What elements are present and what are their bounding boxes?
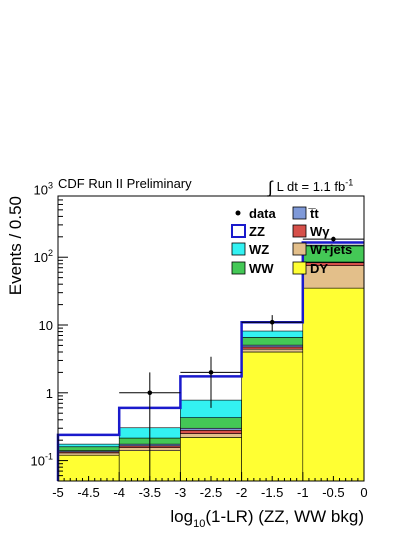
x-tick-label-3: -3.5 bbox=[139, 485, 161, 500]
legend-label-w-jets: W+jets bbox=[310, 242, 352, 257]
x-tick-label-7: -1.5 bbox=[261, 485, 283, 500]
bar-w-jets-bin-2 bbox=[180, 433, 242, 438]
y-tick-label-4: 103 bbox=[34, 180, 53, 197]
luminosity-exponent: -1 bbox=[345, 177, 354, 188]
legend-swatch-w-jets bbox=[292, 242, 307, 256]
legend-label-t-t: t̅t bbox=[308, 206, 319, 221]
x-axis-title: log10(1-LR) (ZZ, WW bkg) bbox=[170, 507, 364, 530]
legend-label-zz: ZZ bbox=[249, 224, 265, 239]
legend-swatch-w bbox=[292, 224, 307, 238]
bar-wz-bin-3 bbox=[241, 330, 304, 338]
y-tick-label-0: 10-1 bbox=[31, 452, 53, 469]
bar-dy-bin-2 bbox=[180, 437, 242, 482]
legend-swatch-dy bbox=[292, 261, 307, 275]
legend: data t̅t ZZ Wγ WZ W+jets WW DY bbox=[231, 206, 352, 276]
bar-dy-bin-4 bbox=[302, 287, 365, 482]
luminosity-label: ∫ L dt = 1.1 fb-1 bbox=[268, 176, 354, 197]
bar-w-bin-2 bbox=[180, 429, 242, 434]
zz-outline bbox=[56, 241, 364, 481]
bar-ww-bin-2 bbox=[180, 417, 242, 429]
legend-label-data: data bbox=[249, 206, 277, 221]
bar-dy-bin-3 bbox=[241, 351, 304, 482]
axes: -5 -4.5 -4 -3.5 -3 -2.5 -2 -1.5 -1 -0.5 0 10-1 1 10 10… bbox=[6, 180, 368, 530]
luminosity-text: L dt = 1.1 fb bbox=[276, 179, 346, 194]
y-tick-label-3: 102 bbox=[34, 248, 53, 265]
zz-line bbox=[56, 241, 364, 481]
legend-marker-data bbox=[235, 210, 241, 216]
x-tick-label-0: -5 bbox=[52, 485, 64, 500]
legend-label-dy: DY bbox=[310, 261, 328, 276]
bar-ww-bin-0 bbox=[57, 446, 120, 451]
legend-swatch-zz bbox=[231, 224, 246, 238]
bar-w-bin-3 bbox=[241, 346, 304, 350]
x-tick-label-8: -1 bbox=[297, 485, 309, 500]
x-tick-label-5: -2.5 bbox=[200, 485, 222, 500]
x-tick-label-6: -2 bbox=[236, 485, 248, 500]
data-point-3 bbox=[331, 236, 336, 242]
legend-swatch-t-t bbox=[292, 206, 307, 220]
legend-label-ww: WW bbox=[249, 261, 274, 276]
y-axis-title: Events / 0.50 bbox=[6, 196, 25, 295]
bar-w-jets-bin-3 bbox=[241, 348, 304, 353]
x-tick-label-4: -3 bbox=[175, 485, 187, 500]
legend-swatch-ww bbox=[231, 261, 246, 275]
legend-label-wz: WZ bbox=[249, 242, 269, 257]
y-tick-label-2: 10 bbox=[39, 318, 53, 333]
x-tick-label-1: -4.5 bbox=[77, 485, 99, 500]
data-point-1 bbox=[208, 370, 214, 375]
bar-w-jets-bin-0 bbox=[57, 452, 120, 456]
integral-symbol: ∫ bbox=[268, 178, 273, 197]
bar-wz-bin-0 bbox=[57, 443, 120, 448]
x-tick-label-9: -0.5 bbox=[322, 485, 344, 500]
bar-ww-bin-3 bbox=[241, 337, 304, 346]
bar-t-t-bin-2 bbox=[180, 427, 242, 431]
x-tick-label-2: -4 bbox=[113, 485, 125, 500]
y-tick-label-1: 1 bbox=[46, 386, 53, 401]
data-point-0 bbox=[147, 390, 153, 396]
legend-label-w: Wγ bbox=[310, 224, 330, 239]
legend-swatch-wz bbox=[231, 242, 246, 256]
data-point-2 bbox=[269, 319, 275, 325]
x-tick-label-10: 0 bbox=[360, 485, 367, 500]
experiment-label: CDF Run II Preliminary bbox=[58, 176, 192, 191]
data-points bbox=[119, 236, 364, 481]
